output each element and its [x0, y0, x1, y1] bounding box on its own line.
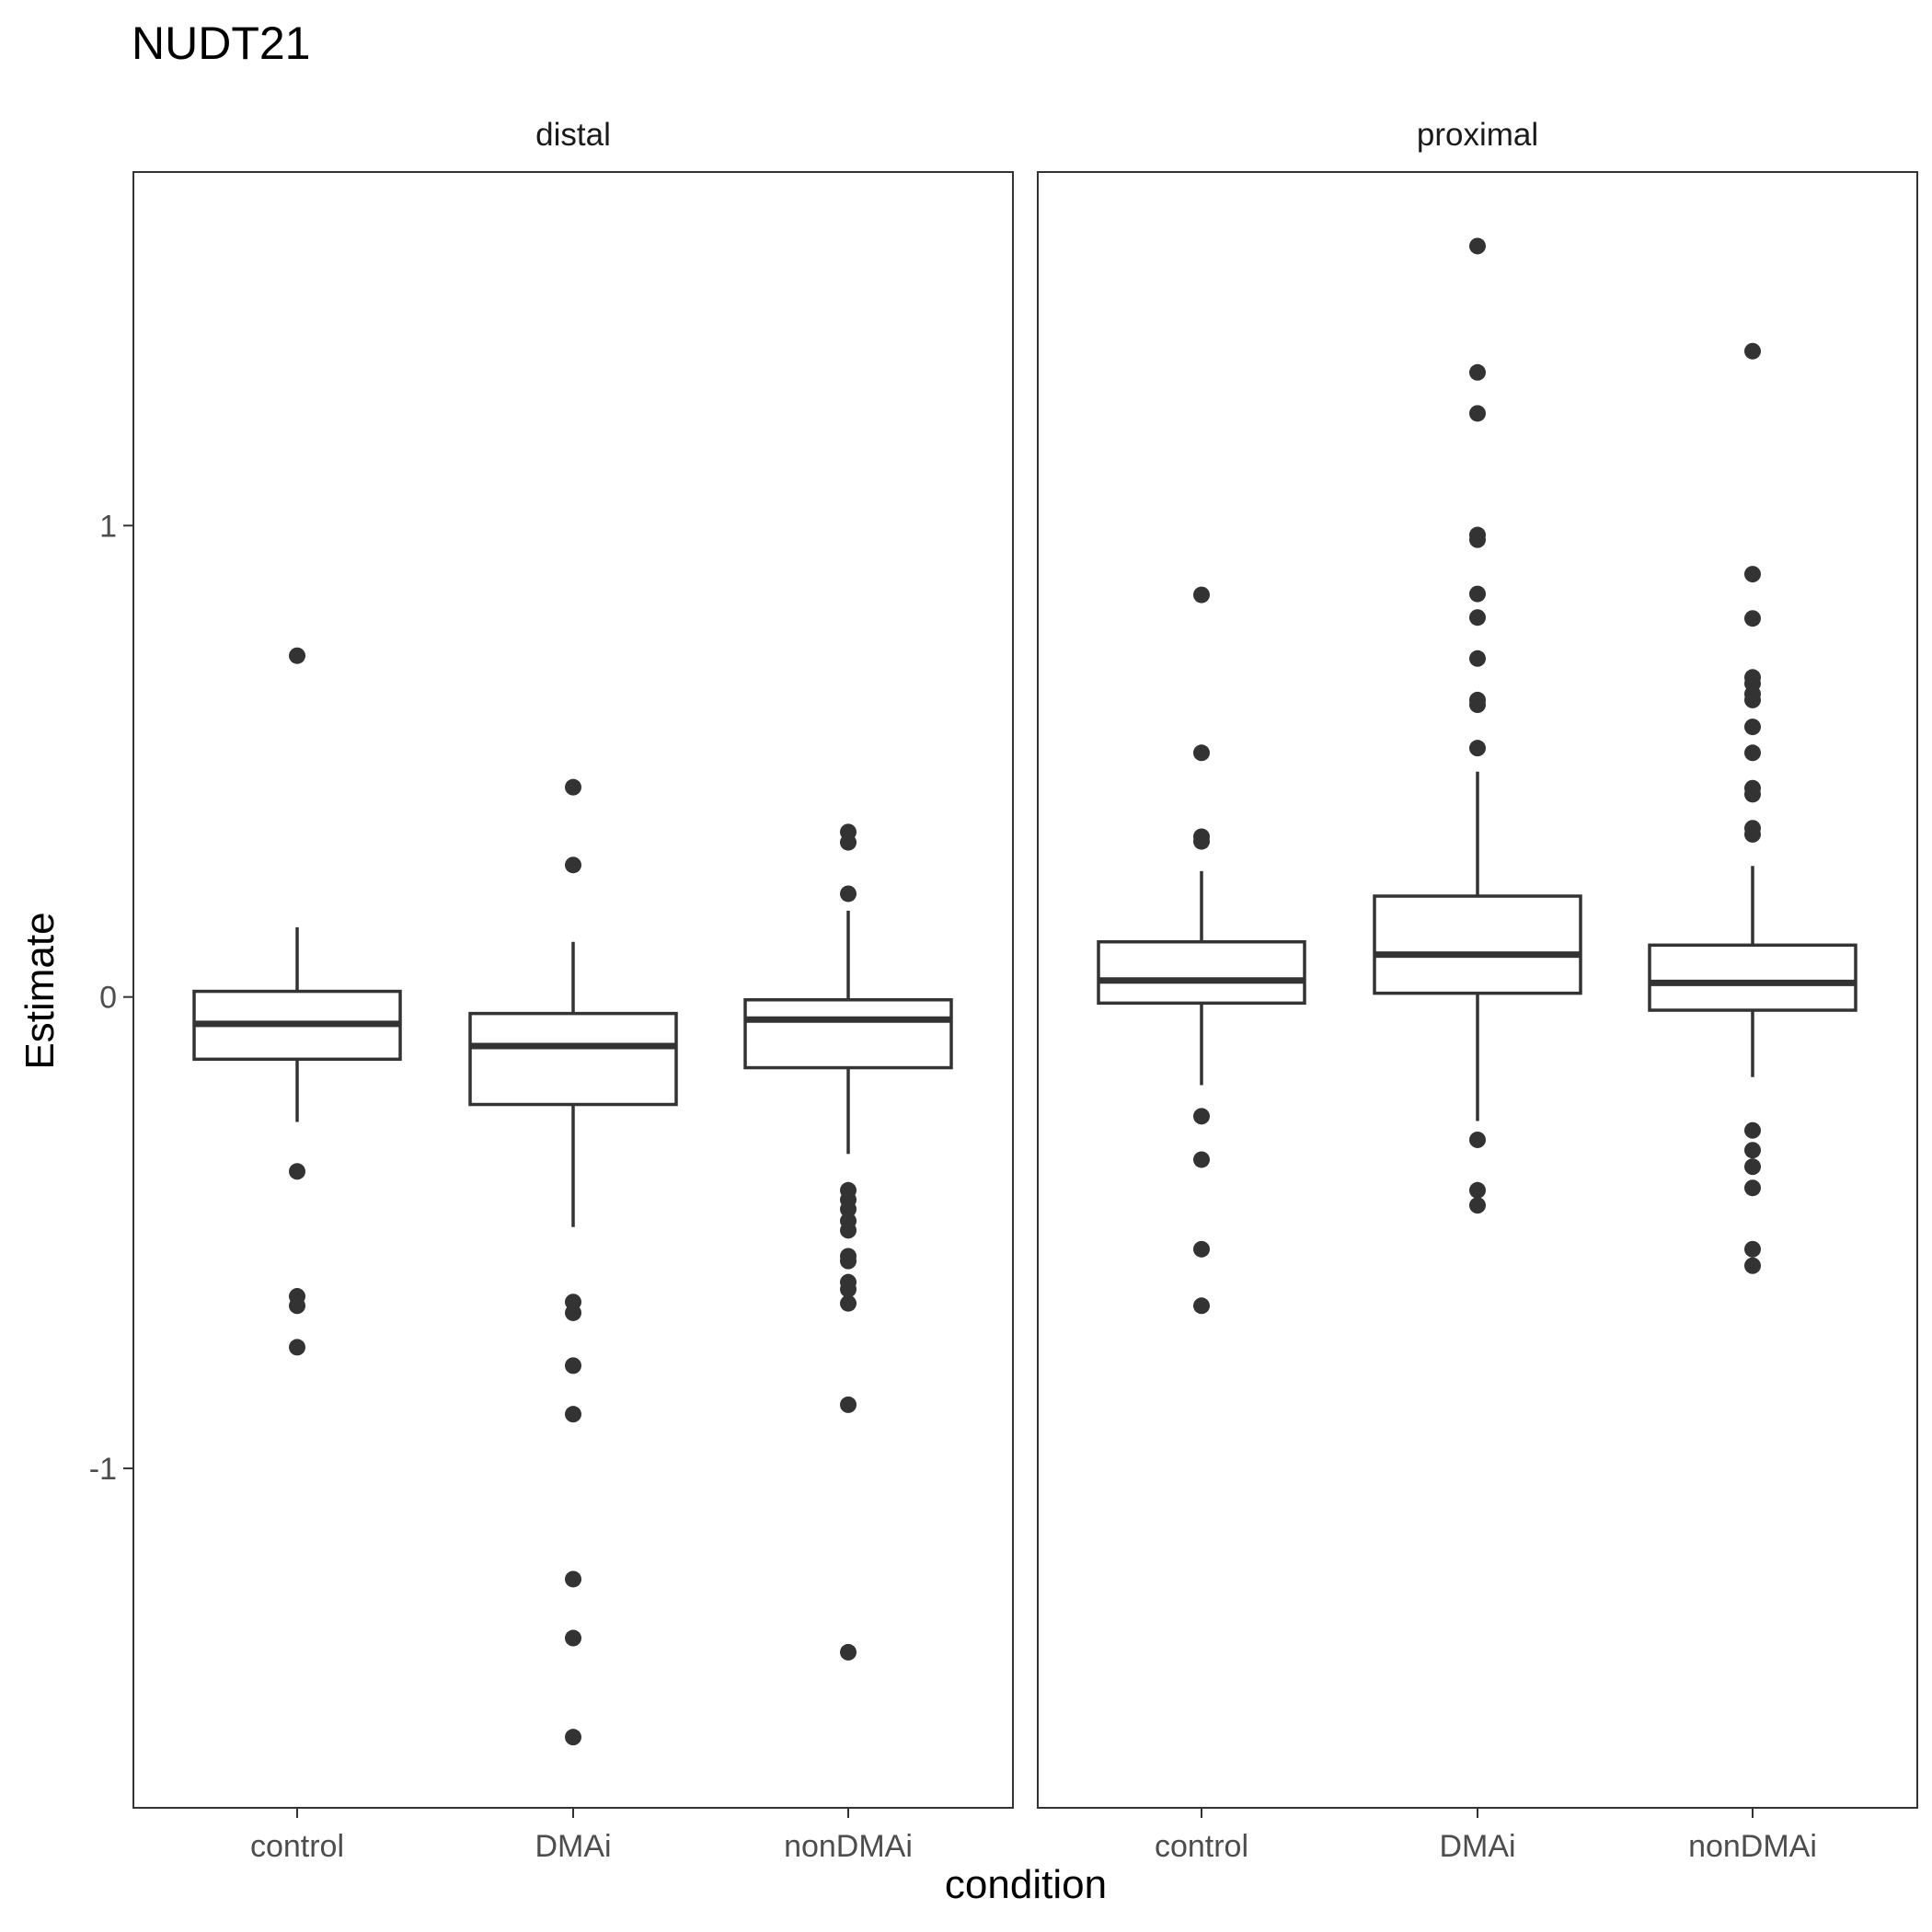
outlier-point [1744, 719, 1761, 736]
chart-title: NUDT21 [132, 17, 310, 69]
outlier-point [1744, 825, 1761, 843]
outlier-point [565, 1629, 581, 1647]
outlier-point [840, 885, 857, 903]
outlier-point [1744, 1179, 1761, 1197]
outlier-point [289, 1163, 305, 1180]
x-tick-label: DMAi [1439, 1829, 1515, 1864]
x-tick-label: nonDMAi [1688, 1829, 1817, 1864]
outlier-point [565, 1304, 581, 1321]
outlier-point [289, 647, 305, 664]
strip-label-proximal: proximal [1417, 117, 1538, 153]
box-proximal-DMAi [1373, 237, 1582, 1214]
outlier-point [1744, 1240, 1761, 1258]
outlier-point [1193, 833, 1210, 850]
outlier-point [1744, 1257, 1761, 1274]
outlier-point [565, 1406, 581, 1423]
outlier-point [565, 1357, 581, 1374]
outlier-point [1469, 363, 1486, 381]
y-tick-label: 1 [99, 509, 117, 544]
box-distal-control [192, 647, 402, 1356]
outlier-point [1193, 744, 1210, 762]
outlier-point [1193, 1108, 1210, 1125]
outlier-point [1469, 405, 1486, 422]
y-axis-label: Estimate [17, 912, 63, 1069]
outlier-point [1744, 691, 1761, 708]
outlier-point [1469, 237, 1486, 255]
y-axis: 1 0 -1 [89, 509, 133, 1487]
y-tick-label: -1 [89, 1452, 117, 1487]
outlier-point [840, 1252, 857, 1270]
outlier-point [1469, 531, 1486, 548]
box-iqr [1648, 943, 1857, 1012]
outlier-point [1469, 1197, 1486, 1214]
outlier-point [1744, 342, 1761, 360]
outlier-point [1744, 1158, 1761, 1176]
y-tick-label: 0 [99, 981, 117, 1016]
outlier-point [1469, 696, 1486, 714]
box-proximal-control [1097, 586, 1306, 1315]
outlier-point [1193, 1297, 1210, 1315]
outlier-point [1193, 1240, 1210, 1258]
box-iqr [1097, 939, 1306, 1006]
outlier-point [1469, 609, 1486, 627]
outlier-point [1193, 1151, 1210, 1168]
outlier-point [1469, 1131, 1486, 1148]
box-iqr [743, 998, 953, 1070]
outlier-point [289, 1297, 305, 1315]
box-distal-DMAi [468, 778, 678, 1746]
outlier-point [1469, 650, 1486, 667]
outlier-point [1744, 1142, 1761, 1159]
box-proximal-nonDMAi [1648, 342, 1857, 1274]
outlier-point [1469, 740, 1486, 757]
outlier-point [289, 1339, 305, 1356]
outlier-point [1193, 586, 1210, 604]
outlier-point [840, 834, 857, 851]
outlier-point [1744, 1121, 1761, 1139]
panel-proximal: proximal control DMAi nonDMAi [1037, 117, 1918, 1864]
outlier-point [1744, 744, 1761, 762]
box-distal-nonDMAi [743, 823, 953, 1661]
outlier-point [1744, 786, 1761, 803]
outlier-point [1744, 610, 1761, 627]
outlier-point [840, 1222, 857, 1239]
outlier-point [840, 1643, 857, 1661]
outlier-point [565, 1570, 581, 1588]
x-axis-label: condition [945, 1862, 1107, 1907]
x-tick-label: nonDMAi [784, 1829, 913, 1864]
outlier-point [1744, 566, 1761, 583]
panel-distal: distal control DMAi nonDMAi [132, 117, 1014, 1864]
outlier-point [840, 1281, 857, 1298]
panels-layer: distal control DMAi nonDMAi proximal control D… [132, 117, 1918, 1864]
outlier-point [1469, 1181, 1486, 1199]
outlier-point [1469, 585, 1486, 603]
outlier-point [840, 1201, 857, 1218]
box-iqr [1373, 894, 1582, 995]
outlier-point [840, 1396, 857, 1413]
box-iqr [468, 1011, 678, 1107]
x-tick-label: control [250, 1829, 344, 1864]
x-tick-label: control [1155, 1829, 1248, 1864]
outlier-point [565, 857, 581, 874]
x-tick-label: DMAi [535, 1829, 611, 1864]
outlier-point [565, 1729, 581, 1746]
strip-label-distal: distal [535, 117, 611, 153]
outlier-point [565, 778, 581, 796]
outlier-point [840, 1294, 857, 1312]
